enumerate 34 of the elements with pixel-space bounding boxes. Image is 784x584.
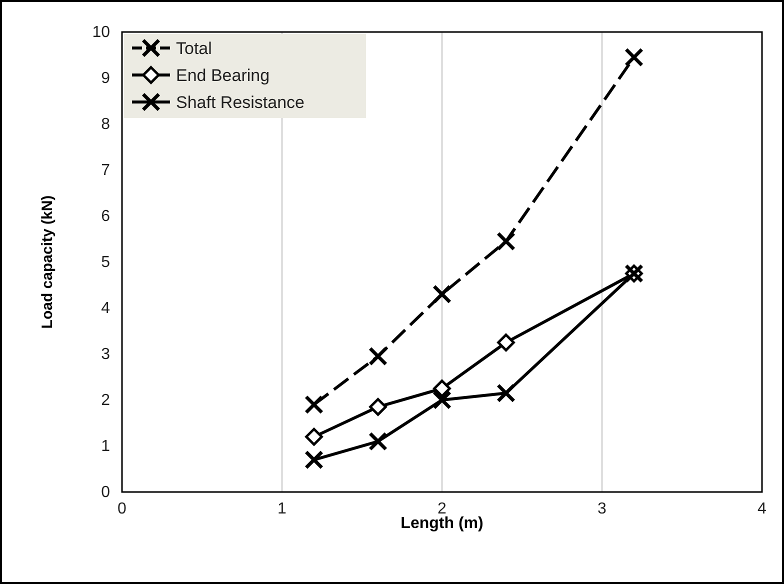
y-tick-label: 0 (101, 484, 110, 502)
y-tick-label: 5 (101, 254, 110, 272)
x-tick-label: 0 (118, 500, 127, 518)
point (305, 428, 323, 446)
y-tick-label: 4 (101, 300, 110, 318)
y-tick-label: 3 (101, 346, 110, 364)
point (304, 450, 324, 470)
legend-label: End Bearing (176, 66, 270, 85)
point (369, 398, 387, 416)
y-tick-label: 8 (101, 116, 110, 134)
point (368, 346, 388, 366)
y-tick-label: 7 (101, 162, 110, 180)
x-axis-title: Length (m) (400, 515, 484, 532)
point (624, 48, 644, 67)
point (432, 390, 452, 410)
point (304, 395, 324, 414)
point (496, 232, 516, 251)
x-tick-label: 3 (598, 500, 607, 518)
y-tick-label: 9 (101, 70, 110, 88)
point (433, 380, 451, 398)
y-tick-label: 10 (92, 24, 110, 42)
x-tick-label: 2 (438, 500, 447, 518)
y-axis-title: Load capacity (kN) (39, 195, 56, 329)
legend-label: Shaft Resistance (176, 93, 305, 112)
y-tick-label: 1 (101, 438, 110, 456)
y-tick-label: 6 (101, 208, 110, 226)
x-tick-label: 1 (278, 500, 287, 518)
point (497, 334, 515, 352)
point (432, 284, 452, 304)
point (496, 384, 516, 403)
point (368, 432, 388, 451)
legend-label: Total (176, 39, 212, 58)
x-tick-label: 4 (758, 500, 767, 518)
y-tick-label: 2 (101, 392, 110, 410)
